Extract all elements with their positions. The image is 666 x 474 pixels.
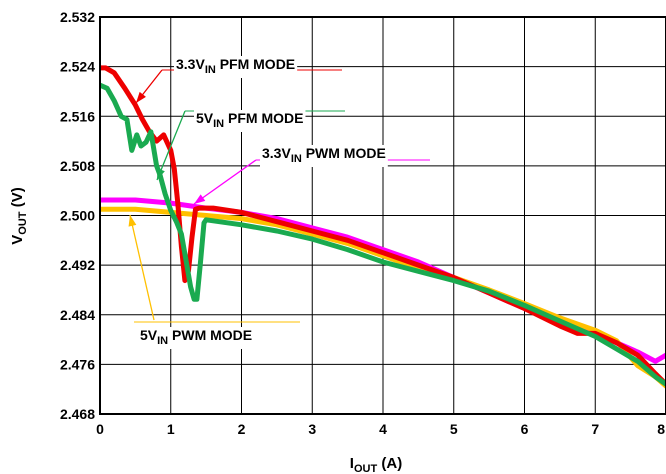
x-tick-label: 2 — [238, 421, 246, 437]
y-axis-title: VOUT (V) — [9, 187, 29, 244]
annotation-label-bg — [194, 110, 306, 132]
annotation-leader — [156, 110, 186, 181]
annotations: 3.3VIN PFM MODE 5VIN PFM MODE 3.3VIN PWM M… — [128, 56, 430, 349]
annotation-label: 5VIN PFM MODE — [196, 110, 303, 130]
x-axis-title: IOUT (A) — [350, 455, 402, 474]
annotation-label: 5VIN PWM MODE — [140, 327, 252, 347]
annotation-label-bg — [260, 145, 388, 167]
y-tick-labels: 2.468 2.476 2.484 2.492 2.500 2.508 2.516 2.524… — [60, 9, 95, 422]
annotation-v33_pfm: 3.3VIN PFM MODE — [135, 56, 342, 104]
x-tick-label: 1 — [167, 421, 175, 437]
annotation-label-bg — [138, 327, 255, 349]
annotation-v5_pwm: 5VIN PWM MODE — [128, 214, 300, 349]
y-tick-label: 2.532 — [60, 9, 95, 25]
annotation-label-bg — [174, 56, 298, 78]
x-tick-label: 5 — [450, 421, 458, 437]
annotation-arrowhead — [136, 91, 146, 103]
x-tick-label: 3 — [308, 421, 316, 437]
y-tick-label: 2.492 — [60, 257, 95, 273]
plot-frame — [99, 16, 666, 415]
annotation-leader — [129, 214, 155, 321]
annotation-label: 3.3VIN PFM MODE — [176, 56, 295, 76]
y-tick-label: 2.508 — [60, 158, 95, 174]
y-tick-label: 2.524 — [60, 59, 95, 75]
x-tick-labels: 0 1 2 3 4 5 6 7 8 — [96, 421, 665, 437]
annotation-label: 3.3VIN PWM MODE — [262, 145, 386, 165]
annotation-arrowhead — [157, 168, 165, 180]
series-lines — [100, 65, 666, 389]
x-tick-label: 8 — [657, 421, 665, 437]
annotation-leader — [193, 159, 257, 205]
annotation-arrowhead — [194, 194, 206, 204]
y-tick-label: 2.476 — [60, 356, 95, 372]
y-tick-label: 2.468 — [60, 406, 95, 422]
series-line-v33_pfm — [100, 65, 666, 387]
annotation-arrowhead — [128, 215, 137, 227]
x-tick-label: 7 — [591, 421, 599, 437]
y-tick-label: 2.484 — [60, 307, 95, 323]
annotation-v33_pwm: 3.3VIN PWM MODE — [193, 145, 430, 205]
x-tick-label: 0 — [96, 421, 104, 437]
y-tick-label: 2.500 — [60, 208, 95, 224]
series-line-v5_pfm — [100, 82, 666, 387]
x-tick-label: 6 — [521, 421, 529, 437]
y-tick-label: 2.516 — [60, 108, 95, 124]
x-tick-label: 4 — [379, 421, 387, 437]
annotation-v5_pfm: 5VIN PFM MODE — [156, 110, 345, 181]
